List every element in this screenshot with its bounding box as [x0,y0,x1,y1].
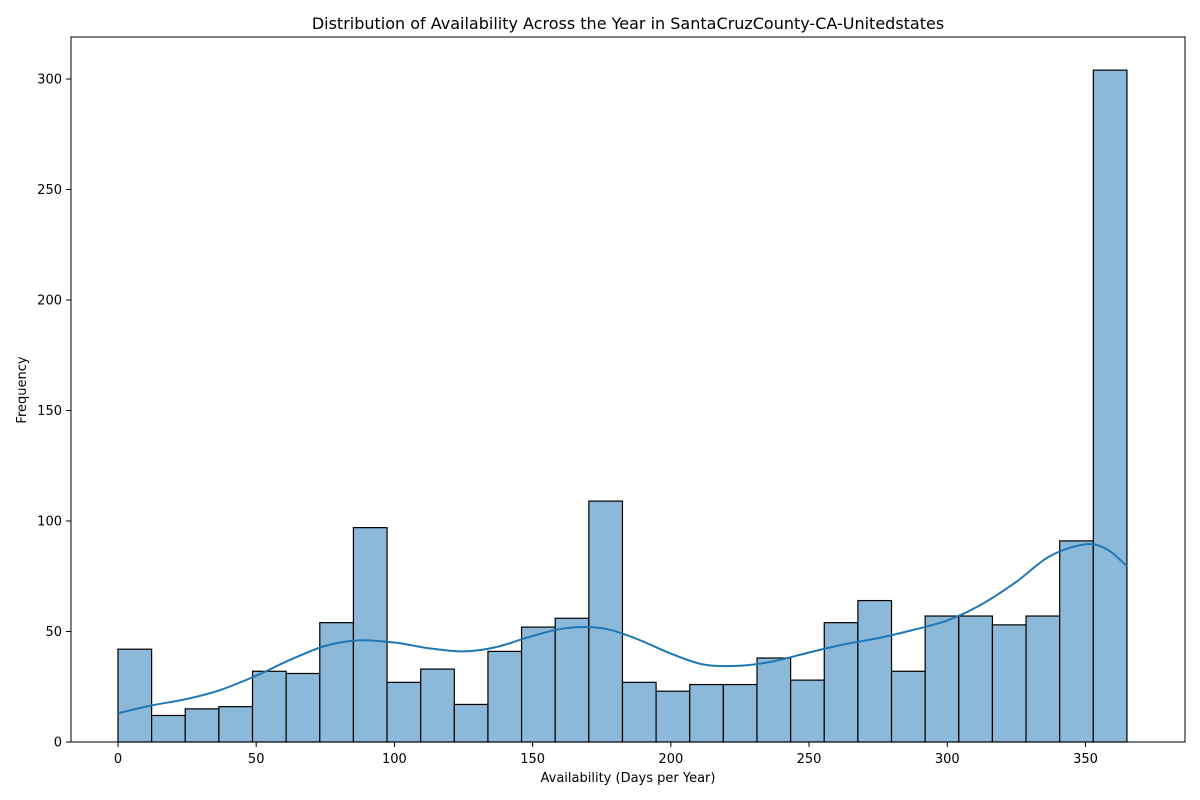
x-tick-label: 300 [935,752,960,767]
x-tick-label: 100 [382,752,407,767]
y-tick-label: 0 [54,736,62,751]
x-tick-label: 250 [797,752,822,767]
y-axis-ticks: 0 50 100 150 200 250 300 [37,72,71,751]
x-axis-ticks: 0 50 100 150 200 250 300 350 [114,742,1098,767]
histogram-bar [823,622,859,743]
histogram-bar [588,500,624,743]
histogram-bar [1059,540,1094,743]
histogram-bar [991,624,1027,743]
histogram-bar [151,714,186,743]
histogram-bar [958,615,994,743]
histogram-bar [251,670,287,743]
histogram-bar [420,668,455,743]
histogram-bar [184,708,220,743]
histogram-bar [386,681,422,743]
histogram-bar [1025,615,1061,743]
histogram-bar [790,679,825,743]
histogram-bar [487,650,523,743]
y-tick-label: 100 [37,514,62,529]
histogram-bars [117,69,1128,743]
histogram-bar [218,706,254,743]
x-tick-label: 200 [658,752,683,767]
histogram-bar [655,690,691,743]
x-tick-label: 350 [1073,752,1098,767]
histogram-bar [554,617,590,743]
y-tick-label: 200 [37,293,62,308]
histogram-bar [352,527,388,743]
x-tick-label: 0 [114,752,122,767]
y-tick-label: 300 [37,72,62,87]
histogram-bar [722,683,758,743]
y-tick-label: 150 [37,404,62,419]
x-tick-label: 50 [248,752,265,767]
histogram-bar [857,599,893,743]
histogram-bar [756,657,792,743]
histogram-bar [117,648,153,743]
histogram-bar [1092,69,1128,743]
histogram-bar [890,670,926,743]
y-tick-label: 250 [37,183,62,198]
chart-title: Distribution of Availability Across the … [312,14,944,33]
plot-frame [70,36,1186,743]
kde-curve [117,542,1128,715]
y-axis-title: Frequency [15,356,30,423]
histogram-bar [285,672,321,743]
x-axis-title: Availability (Days per Year) [541,771,716,786]
histogram-bar [520,626,556,743]
histogram-bar [621,681,657,743]
y-tick-label: 50 [45,625,62,640]
histogram-bar [453,703,489,743]
histogram-bar [924,615,960,743]
histogram-bar [689,683,724,743]
x-tick-label: 150 [520,752,545,767]
